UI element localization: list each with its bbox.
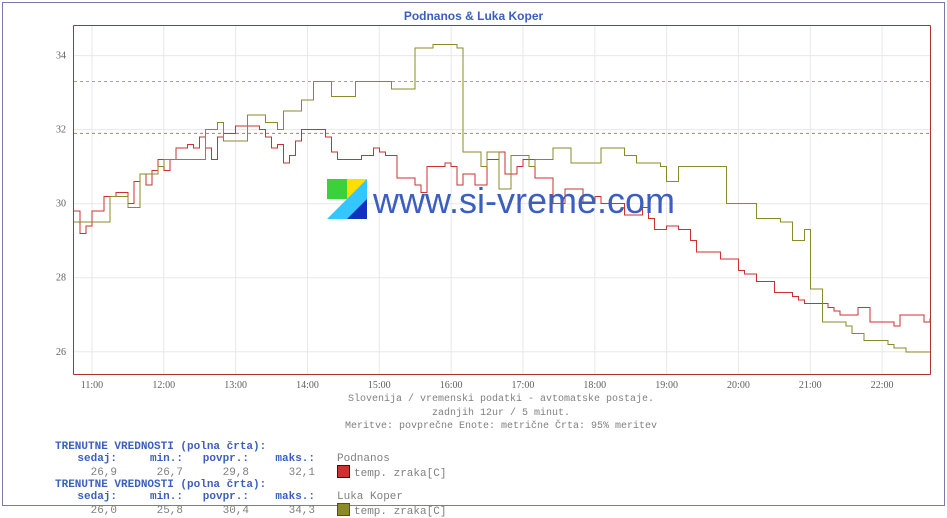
chart-caption: Slovenija / vremenski podatki - avtomats… — [73, 393, 929, 434]
svg-text:18:00: 18:00 — [583, 380, 606, 391]
stats-value: 34,3 — [253, 503, 319, 518]
stats-col-label: min.: — [121, 453, 187, 465]
stats-header: TRENUTNE VREDNOSTI (polna črta): — [55, 441, 266, 453]
stats-col-label: maks.: — [253, 453, 319, 465]
svg-text:20:00: 20:00 — [727, 380, 750, 391]
stats-col-label: povpr.: — [187, 491, 253, 503]
caption-line: Meritve: povprečne Enote: metrične Črta:… — [73, 420, 929, 434]
svg-text:17:00: 17:00 — [512, 380, 535, 391]
svg-text:21:00: 21:00 — [799, 380, 822, 391]
legend-name: Podnanos — [337, 453, 450, 465]
svg-text:11:00: 11:00 — [81, 380, 103, 391]
logo-icon — [327, 179, 367, 228]
legend-swatch-icon — [337, 503, 350, 516]
legend-entry: temp. zraka[C] — [337, 465, 450, 480]
svg-text:13:00: 13:00 — [224, 380, 247, 391]
svg-text:34: 34 — [56, 51, 66, 62]
watermark: www.si-vreme.com — [73, 179, 929, 228]
svg-text:12:00: 12:00 — [152, 380, 175, 391]
stats-col-label: min.: — [121, 491, 187, 503]
stats-col-label: sedaj: — [55, 453, 121, 465]
stats-value: 29,8 — [187, 465, 253, 480]
svg-text:14:00: 14:00 — [296, 380, 319, 391]
svg-text:28: 28 — [56, 273, 66, 284]
stats-header: TRENUTNE VREDNOSTI (polna črta): — [55, 479, 266, 491]
stats-value: 30,4 — [187, 503, 253, 518]
stats-col-label: povpr.: — [187, 453, 253, 465]
svg-text:22:00: 22:00 — [871, 380, 894, 391]
svg-text:26: 26 — [56, 347, 66, 358]
stats-block: TRENUTNE VREDNOSTI (polna črta):sedaj:mi… — [55, 479, 450, 518]
legend-swatch-icon — [337, 465, 350, 478]
legend-entry: temp. zraka[C] — [337, 503, 450, 518]
chart-title: Podnanos & Luka Koper — [3, 9, 944, 23]
stats-value: 32,1 — [253, 465, 319, 480]
stats-value: 26,9 — [55, 465, 121, 480]
watermark-text: www.si-vreme.com — [373, 180, 675, 221]
stats-value: 25,8 — [121, 503, 187, 518]
stats-block: TRENUTNE VREDNOSTI (polna črta):sedaj:mi… — [55, 441, 450, 480]
stats-col-label: sedaj: — [55, 491, 121, 503]
app-frame: www.si-vreme.com Podnanos & Luka Koper 2… — [2, 2, 945, 506]
caption-line: zadnjih 12ur / 5 minut. — [73, 407, 929, 421]
stats-col-label: maks.: — [253, 491, 319, 503]
svg-text:15:00: 15:00 — [368, 380, 391, 391]
caption-line: Slovenija / vremenski podatki - avtomats… — [73, 393, 929, 407]
stats-table: sedaj:min.:povpr.:maks.: Podnanos 26,926,7… — [55, 453, 450, 480]
stats-table: sedaj:min.:povpr.:maks.: Luka Koper 26,025… — [55, 491, 450, 518]
svg-text:19:00: 19:00 — [655, 380, 678, 391]
legend-name: Luka Koper — [337, 491, 450, 503]
stats-value: 26,7 — [121, 465, 187, 480]
stats-value: 26,0 — [55, 503, 121, 518]
svg-text:30: 30 — [56, 199, 66, 210]
svg-text:16:00: 16:00 — [440, 380, 463, 391]
svg-text:32: 32 — [56, 125, 66, 136]
